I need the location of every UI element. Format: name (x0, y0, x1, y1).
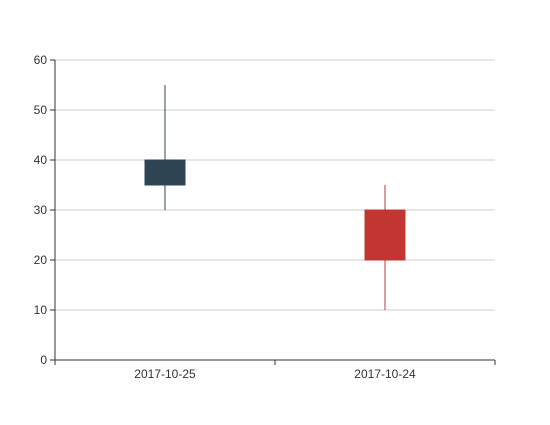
grid-lines (55, 59, 495, 311)
candle (144, 85, 186, 210)
candle-body (144, 159, 186, 186)
y-tick-label: 40 (34, 153, 48, 167)
x-tick-label: 2017-10-24 (354, 367, 416, 381)
axes (50, 59, 496, 365)
candle-body (364, 209, 406, 261)
y-tick-label: 20 (34, 253, 48, 267)
y-tick-label: 50 (34, 103, 48, 117)
tick-labels: 0 10 20 30 40 50 60 2017-10-25 2017-10-24 (34, 53, 416, 381)
y-tick-label: 0 (40, 353, 47, 367)
y-tick-label: 60 (34, 53, 48, 67)
x-tick-label: 2017-10-25 (134, 367, 196, 381)
y-tick-label: 30 (34, 203, 48, 217)
candle (364, 185, 406, 310)
y-tick-label: 10 (34, 303, 48, 317)
candles (144, 85, 406, 310)
